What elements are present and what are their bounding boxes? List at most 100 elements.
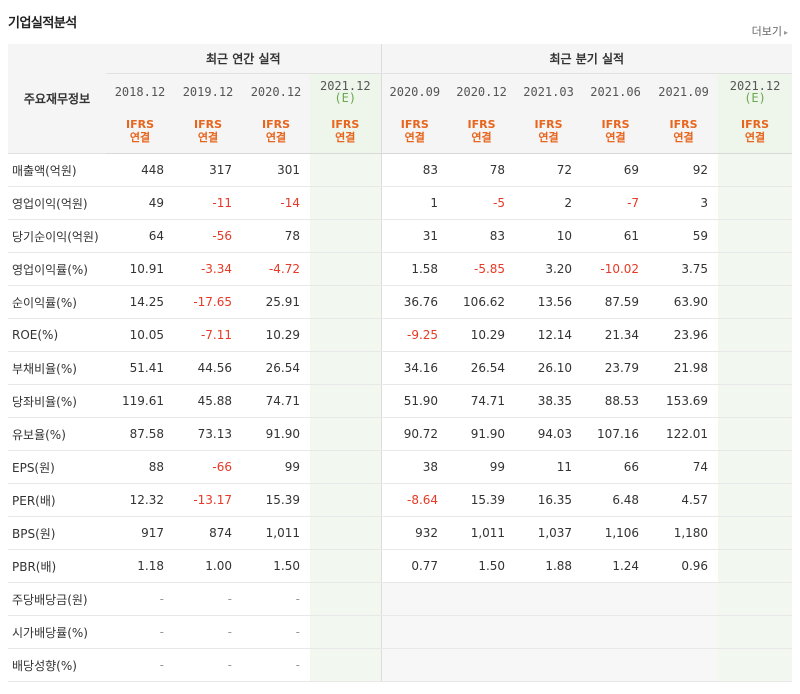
row-label: ROE(%) <box>8 318 106 352</box>
more-link[interactable]: 더보기 ▸ <box>752 23 788 39</box>
table-cell <box>649 582 719 616</box>
table-cell: 10 <box>515 219 583 253</box>
table-cell: 83 <box>380 153 449 187</box>
table-cell <box>380 648 449 682</box>
table-cell: 1,011 <box>448 516 516 550</box>
table-cell: 26.54 <box>448 351 516 385</box>
table-cell: 92 <box>649 153 719 187</box>
table-cell: 1.88 <box>515 549 583 583</box>
table-cell: 15.39 <box>242 483 310 517</box>
table-cell: 73.13 <box>174 417 242 451</box>
table-cell: -3.34 <box>174 252 242 286</box>
row-label: 영업이익(억원) <box>8 186 106 220</box>
table-cell: 25.91 <box>242 285 310 319</box>
table-cell: 26.10 <box>515 351 583 385</box>
table-row: 부채비율(%) 51.41 44.56 26.54 34.16 26.54 26.10 23.… <box>8 351 793 385</box>
basis-header: IFRS 연결 <box>106 109 174 154</box>
table-cell <box>718 582 793 616</box>
table-cell: 317 <box>174 153 242 187</box>
row-label: 순이익률(%) <box>8 285 106 319</box>
table-cell: 4.57 <box>649 483 719 517</box>
table-row: BPS(원) 917 874 1,011 932 1,011 1,037 1,106 1,180 <box>8 516 793 550</box>
basis-header: IFRS 연결 <box>380 109 449 154</box>
table-cell <box>718 186 793 220</box>
table-cell: 74.71 <box>242 384 310 418</box>
table-cell <box>310 384 382 418</box>
table-row: 시가배당률(%) - - - <box>8 615 793 649</box>
basis-header: IFRS 연결 <box>649 109 719 154</box>
row-label: EPS(원) <box>8 450 106 484</box>
table-cell <box>448 615 516 649</box>
table-cell: -9.25 <box>380 318 449 352</box>
table-cell: 301 <box>242 153 310 187</box>
table-cell <box>718 615 793 649</box>
table-cell: 87.59 <box>582 285 650 319</box>
table-cell <box>718 417 793 451</box>
estimate-mark: (E) <box>334 90 357 105</box>
table-cell <box>310 285 382 319</box>
period-header: 2020.12 <box>448 73 516 109</box>
table-cell: 917 <box>106 516 174 550</box>
row-label: 당좌비율(%) <box>8 384 106 418</box>
table-cell: -8.64 <box>380 483 449 517</box>
table-cell: 12.32 <box>106 483 174 517</box>
table-cell: 51.90 <box>380 384 449 418</box>
table-cell <box>310 648 382 682</box>
table-cell: - <box>106 582 174 616</box>
table-cell <box>718 450 793 484</box>
table-cell: -11 <box>174 186 242 220</box>
row-label: 당기순이익(억원) <box>8 219 106 253</box>
table-row: 배당성향(%) - - - <box>8 648 793 682</box>
table-cell: 90.72 <box>380 417 449 451</box>
table-cell: 1.50 <box>242 549 310 583</box>
table-cell: -5 <box>448 186 516 220</box>
table-cell: -17.65 <box>174 285 242 319</box>
period-header: 2021.12 (E) <box>718 73 793 109</box>
row-label: PER(배) <box>8 483 106 517</box>
table-cell <box>718 252 793 286</box>
table-cell: - <box>242 582 310 616</box>
table-cell: 74.71 <box>448 384 516 418</box>
basis-scope: 연결 <box>673 131 694 144</box>
table-cell: 34.16 <box>380 351 449 385</box>
basis-standard: IFRS <box>194 118 222 131</box>
basis-scope: 연결 <box>404 131 425 144</box>
table-cell: 1,106 <box>582 516 650 550</box>
period-label: 2021.12 <box>729 78 781 93</box>
table-cell: 1,037 <box>515 516 583 550</box>
basis-header: IFRS 연결 <box>582 109 650 154</box>
table-cell: 87.58 <box>106 417 174 451</box>
row-label: 매출액(억원) <box>8 153 106 187</box>
table-cell: 63.90 <box>649 285 719 319</box>
table-cell: 23.96 <box>649 318 719 352</box>
table-cell: 119.61 <box>106 384 174 418</box>
table-cell <box>380 582 449 616</box>
table-cell: 106.62 <box>448 285 516 319</box>
table-row: 매출액(억원) 448 317 301 83 78 72 69 92 <box>8 153 793 187</box>
basis-scope: 연결 <box>197 131 219 144</box>
table-cell: 3.75 <box>649 252 719 286</box>
table-cell <box>718 351 793 385</box>
table-cell: 23.79 <box>582 351 650 385</box>
row-label: 주당배당금(원) <box>8 582 106 616</box>
table-cell: 14.25 <box>106 285 174 319</box>
period-label: 2021.12 <box>319 78 371 93</box>
table-cell <box>582 582 650 616</box>
period-header: 2021.09 <box>649 73 719 109</box>
table-cell: 1,011 <box>242 516 310 550</box>
basis-standard: IFRS <box>400 118 429 131</box>
table-cell: 51.41 <box>106 351 174 385</box>
table-cell: -14 <box>242 186 310 220</box>
table-cell <box>310 417 382 451</box>
table-cell: 16.35 <box>515 483 583 517</box>
table-row: 영업이익(억원) 49 -11 -14 1 -5 2 -7 3 <box>8 186 793 220</box>
basis-header: IFRS 연결 <box>242 109 310 154</box>
table-cell <box>310 549 382 583</box>
row-label: 유보율(%) <box>8 417 106 451</box>
basis-scope: 연결 <box>265 131 287 144</box>
table-cell: 61 <box>582 219 650 253</box>
table-cell: -5.85 <box>448 252 516 286</box>
basis-standard: IFRS <box>262 118 290 131</box>
table-cell <box>310 219 382 253</box>
table-row: EPS(원) 88 -66 99 38 99 11 66 74 <box>8 450 793 484</box>
